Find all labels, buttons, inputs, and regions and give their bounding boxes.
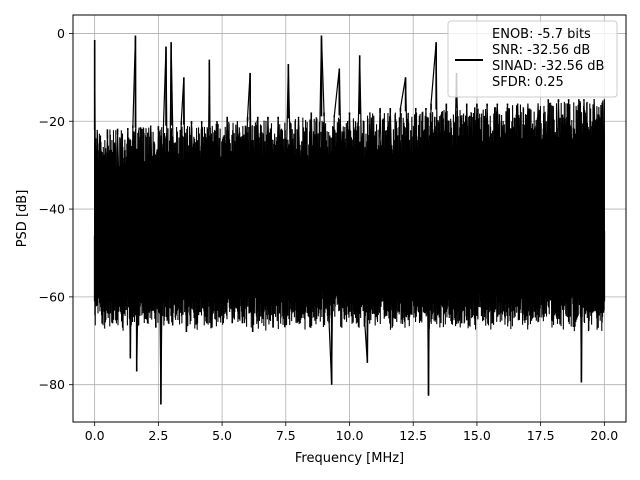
legend-box bbox=[447, 20, 618, 98]
x-axis-ticks: 0.0 2.5 5.0 7.5 10.0 12.5 15.0 17.5 20.0 bbox=[85, 422, 618, 443]
y-axis-ticks: 0 −20 −40 −60 −80 bbox=[39, 26, 73, 392]
x-tick-label: 10.0 bbox=[336, 428, 364, 443]
x-axis-label: Frequency [MHz] bbox=[295, 451, 404, 466]
plot-area bbox=[93, 35, 606, 405]
y-tick-label: −80 bbox=[39, 377, 65, 392]
x-tick-label: 2.5 bbox=[148, 428, 168, 443]
y-tick-label: −60 bbox=[39, 289, 65, 304]
x-tick-label: 0.0 bbox=[85, 428, 105, 443]
y-tick-label: −40 bbox=[39, 202, 65, 217]
legend-entry-snr: SNR: -32.56 dB bbox=[492, 43, 590, 58]
x-tick-label: 12.5 bbox=[399, 428, 427, 443]
legend: ENOB: -5.7 bits SNR: -32.56 dB SINAD: -3… bbox=[447, 20, 618, 98]
legend-entry-enob: ENOB: -5.7 bits bbox=[492, 27, 591, 42]
y-tick-label: −20 bbox=[39, 114, 65, 129]
x-tick-label: 17.5 bbox=[527, 428, 555, 443]
x-tick-label: 15.0 bbox=[463, 428, 491, 443]
x-tick-label: 20.0 bbox=[590, 428, 618, 443]
series-layer bbox=[93, 35, 606, 405]
legend-entry-sinad: SINAD: -32.56 dB bbox=[492, 59, 604, 74]
x-tick-label: 7.5 bbox=[276, 428, 296, 443]
psd-series-line bbox=[94, 35, 605, 405]
legend-entry-sfdr: SFDR: 0.25 bbox=[492, 75, 564, 90]
y-axis-label: PSD [dB] bbox=[15, 190, 30, 248]
y-tick-label: 0 bbox=[57, 26, 65, 41]
x-tick-label: 5.0 bbox=[212, 428, 232, 443]
